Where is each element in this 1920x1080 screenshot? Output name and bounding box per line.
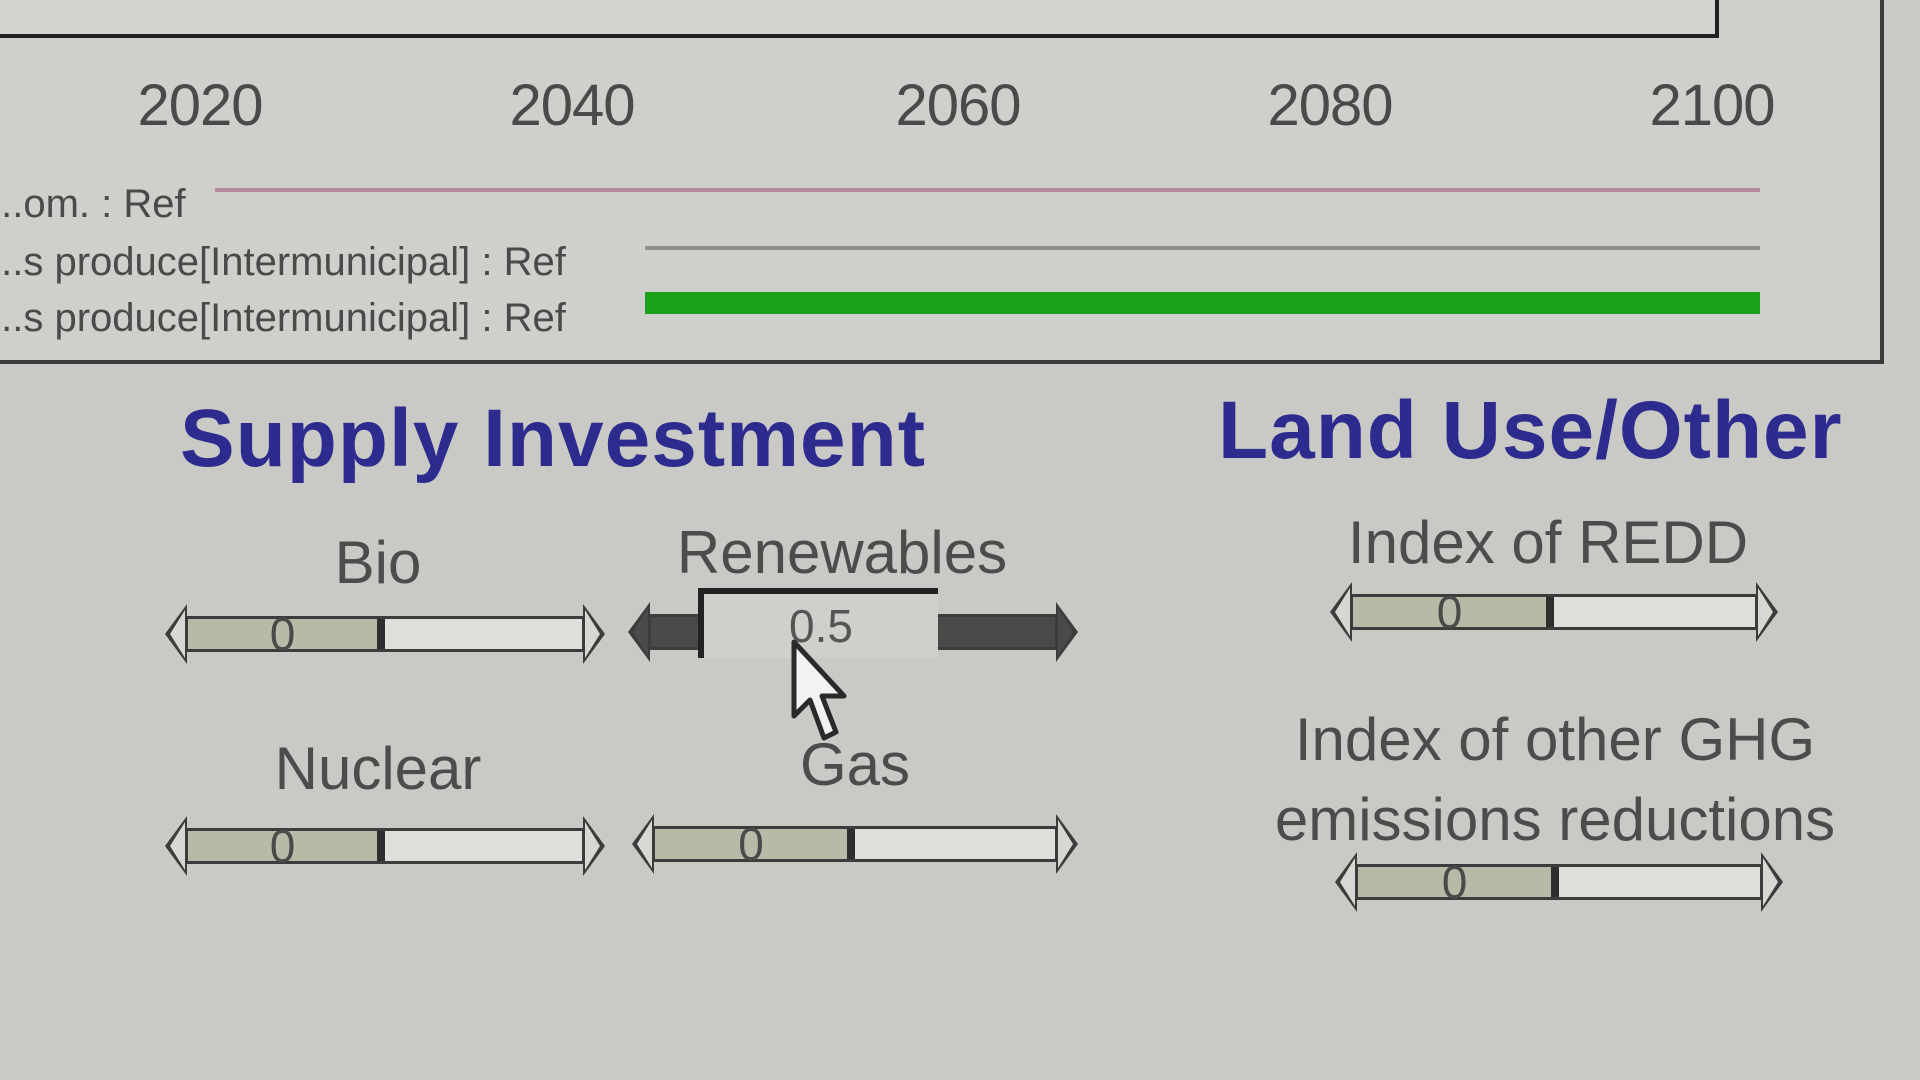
slider-track[interactable]: 0 [185, 608, 585, 660]
slider-fill[interactable]: 0 [1358, 856, 1559, 908]
bio-label: Bio [334, 529, 422, 596]
legend-series-line [645, 246, 1760, 250]
x-tick-label: 2040 [509, 73, 635, 138]
slider-value: 0 [269, 820, 296, 872]
slider-value: 0 [1436, 586, 1463, 638]
bio-slider[interactable]: 0 [165, 604, 605, 664]
slider-track[interactable]: 0 [1350, 586, 1758, 638]
slider-increase-arrow-icon[interactable] [1756, 582, 1778, 642]
redd-label: Index of REDD [1347, 509, 1749, 576]
plot-area [0, 0, 1719, 38]
other-ghg-slider[interactable]: 0 [1335, 852, 1783, 912]
slider-decrease-arrow-icon[interactable] [165, 604, 187, 664]
slider-increase-arrow-icon[interactable] [583, 816, 605, 876]
mouse-pointer-icon [791, 639, 847, 741]
nuclear-slider[interactable]: 0 [165, 816, 605, 876]
graph-panel: 2020 2040 2060 2080 2100 ...om. : Ref ..… [0, 0, 1884, 364]
x-tick-label: 2060 [895, 73, 1021, 138]
slider-increase-arrow-icon[interactable] [583, 604, 605, 664]
redd-slider[interactable]: 0 [1330, 582, 1778, 642]
slider-decrease-arrow-icon[interactable] [628, 602, 650, 662]
slider-decrease-arrow-icon[interactable] [1330, 582, 1352, 642]
legend-label: ...s produce[Intermunicipal] : Ref [0, 240, 566, 284]
legend-series-line [215, 188, 1760, 192]
nuclear-label: Nuclear [274, 735, 482, 802]
slider-decrease-arrow-icon[interactable] [632, 814, 654, 874]
slider-fill[interactable]: 0 [655, 818, 855, 870]
slider-track[interactable]: 0 [185, 820, 585, 872]
slider-value-box: 0.5 [698, 588, 938, 658]
renewables-label: Renewables [676, 519, 1008, 586]
renewables-slider[interactable]: 0.5 [628, 588, 1078, 662]
x-tick-label: 2020 [137, 73, 263, 138]
slider-decrease-arrow-icon[interactable] [165, 816, 187, 876]
land-use-title: Land Use/Other [1218, 385, 1843, 476]
gas-slider[interactable]: 0 [632, 814, 1078, 874]
supply-investment-title: Supply Investment [180, 393, 927, 484]
slider-increase-arrow-icon[interactable] [1056, 602, 1078, 662]
slider-track[interactable]: 0 [1355, 856, 1763, 908]
slider-track[interactable]: 0 [652, 818, 1058, 870]
slider-increase-arrow-icon[interactable] [1761, 852, 1783, 912]
slider-value: 0 [738, 818, 764, 870]
slider-fill[interactable]: 0 [188, 820, 385, 872]
gas-label: Gas [799, 731, 911, 798]
legend-label: ...s produce[Intermunicipal] : Ref [0, 296, 566, 340]
slider-fill[interactable]: 0 [188, 608, 385, 660]
slider-fill[interactable]: 0 [1353, 586, 1554, 638]
slider-value: 0 [269, 608, 296, 660]
legend-label: ...om. : Ref [0, 182, 186, 226]
x-tick-label: 2080 [1267, 73, 1393, 138]
legend-series-line [645, 292, 1760, 314]
slider-decrease-arrow-icon[interactable] [1335, 852, 1357, 912]
slider-value: 0.5 [789, 600, 853, 652]
slider-increase-arrow-icon[interactable] [1056, 814, 1078, 874]
other-ghg-label: Index of other GHG emissions reductions [1274, 706, 1836, 853]
x-tick-label: 2100 [1649, 73, 1775, 138]
slider-value: 0 [1441, 856, 1468, 908]
